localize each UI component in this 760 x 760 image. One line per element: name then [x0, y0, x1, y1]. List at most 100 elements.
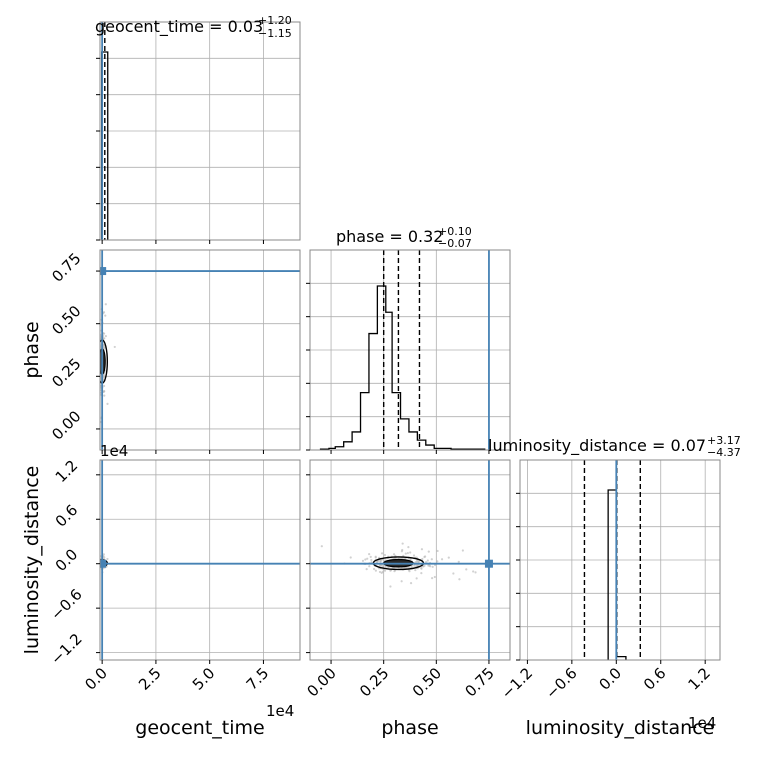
- scatter-point: [104, 303, 107, 306]
- xtick-label-geocent_time: 0.0: [81, 664, 111, 694]
- panel-phase-luminosity_distance: [290, 460, 510, 660]
- xtick-label-luminosity_distance: 1.2: [684, 664, 714, 694]
- xtick-label-luminosity_distance: −1.2: [498, 664, 536, 702]
- xlabel-geocent-time: geocent_time: [135, 717, 264, 739]
- scatter-point: [413, 564, 416, 567]
- scatter-point: [430, 558, 433, 561]
- scatter-point: [96, 341, 98, 343]
- title-geocent-time: geocent_time = 0.03: [95, 17, 263, 37]
- scatter-point: [404, 552, 407, 555]
- scatter-point: [361, 559, 365, 562]
- xtick-label-geocent_time: 7.5: [243, 664, 273, 694]
- scatter-point: [474, 571, 477, 574]
- scatter-point: [409, 551, 412, 554]
- xtick-label-luminosity_distance: −0.6: [542, 664, 580, 702]
- scatter-point: [370, 558, 373, 562]
- scatter-point: [364, 558, 367, 561]
- title-geocent-time-minus: −1.15: [258, 27, 292, 40]
- scatter-point: [431, 565, 434, 568]
- scatter-point: [290, 574, 292, 576]
- title-phase: phase = 0.32: [336, 227, 443, 246]
- scatter-point: [427, 550, 430, 553]
- histogram-phase: [319, 285, 486, 450]
- ytick-label-luminosity_distance: −1.2: [47, 630, 85, 668]
- scatter-point: [392, 553, 396, 556]
- scatter-point: [420, 572, 423, 575]
- truth-marker: [484, 559, 493, 568]
- title-geocent-time-plus: +1.20: [258, 14, 292, 27]
- panel-luminosity_distance-luminosity_distance: [520, 460, 720, 660]
- scatter-point: [379, 564, 383, 567]
- ytick-label-phase: 0.75: [48, 249, 84, 285]
- xtick-label-phase: 0.00: [304, 664, 340, 700]
- scatter-point: [412, 554, 416, 557]
- panel-geocent_time-luminosity_distance: [97, 460, 300, 660]
- scatter-point: [393, 570, 396, 573]
- ylabel-phase: phase: [21, 321, 43, 378]
- scatter-point: [106, 402, 109, 405]
- scatter-point: [365, 568, 368, 571]
- scatter-point: [372, 567, 376, 571]
- scatter-point: [440, 558, 444, 561]
- ytick-label-luminosity_distance: −0.6: [47, 585, 85, 623]
- scatter-point: [104, 314, 107, 317]
- scatter-point: [465, 568, 468, 571]
- title-luminosity-distance-plus: +3.17: [707, 434, 741, 447]
- scatter-point: [409, 581, 413, 585]
- scatter-point: [458, 578, 461, 581]
- scatter-point: [97, 366, 99, 368]
- xtick-label-phase: 0.50: [409, 664, 445, 700]
- scatter-point: [102, 553, 105, 556]
- scatter-point: [424, 560, 428, 564]
- scatter-point: [96, 336, 98, 338]
- scatter-point: [97, 391, 99, 393]
- offset-geocent-time-x: 1e4: [266, 702, 294, 720]
- scatter-point: [104, 335, 107, 338]
- scatter-point: [400, 580, 403, 583]
- scatter-point: [378, 570, 382, 574]
- ylabel-luminosity-distance: luminosity_distance: [21, 466, 43, 655]
- title-phase-plus: +0.10: [438, 225, 472, 238]
- scatter-point: [102, 384, 106, 388]
- scatter-point: [374, 569, 377, 572]
- title-luminosity-distance-minus: −4.37: [707, 446, 741, 459]
- scatter-point: [320, 545, 323, 548]
- scatter-point: [369, 555, 372, 559]
- scatter-point: [97, 566, 99, 568]
- title-phase-minus: −0.07: [438, 237, 472, 250]
- scatter-point: [408, 570, 411, 573]
- ytick-label-luminosity_distance: 0.0: [52, 545, 82, 575]
- scatter-point: [103, 337, 106, 340]
- scatter-point: [103, 394, 106, 397]
- ytick-label-phase: 0.25: [48, 355, 84, 391]
- scatter-point: [113, 345, 116, 349]
- ytick-label-luminosity_distance: 0.6: [52, 501, 82, 531]
- panel-phase-phase: [310, 250, 510, 450]
- chart-marks: 0.000.250.500.750.0 2.5 5.0 7.5−1.2−0.60.00…: [47, 21, 721, 703]
- scatter-point: [380, 552, 384, 555]
- scatter-point: [368, 565, 371, 568]
- scatter-point: [406, 551, 409, 555]
- frame-panel-geocent_time-luminosity_distance: [99, 459, 301, 661]
- panel-geocent_time-geocent_time: [100, 22, 300, 240]
- scatter-point: [370, 561, 373, 564]
- scatter-point: [428, 564, 431, 567]
- scatter-point: [374, 556, 377, 559]
- scatter-point: [415, 560, 419, 563]
- xlabel-luminosity-distance: luminosity_distance: [526, 717, 715, 739]
- offset-luminosity-distance-y: 1e4: [100, 442, 128, 460]
- ytick-label-phase: 0.00: [48, 407, 84, 443]
- scatter-point: [103, 556, 106, 559]
- xlabel-phase: phase: [381, 717, 438, 739]
- xtick-label-phase: 0.75: [461, 664, 497, 700]
- ytick-label-luminosity_distance: 1.2: [52, 456, 82, 486]
- scatter-point: [436, 560, 439, 563]
- scatter-point: [366, 557, 369, 560]
- scatter-point: [426, 559, 429, 562]
- title-luminosity-distance: luminosity_distance = 0.07: [488, 436, 706, 456]
- scatter-point: [436, 549, 439, 553]
- scatter-point: [389, 585, 392, 588]
- scatter-point: [368, 553, 371, 556]
- frame-panel-geocent_time-phase: [99, 249, 301, 451]
